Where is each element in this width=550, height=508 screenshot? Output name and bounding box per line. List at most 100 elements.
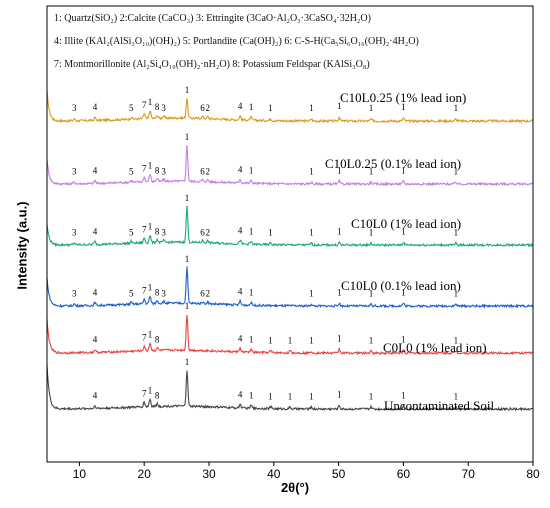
series-label: C10L0.25 (1% lead ion) xyxy=(340,90,466,105)
peak-label: 1 xyxy=(454,103,459,113)
peak-label: 1 xyxy=(309,288,314,298)
peak-label: 3 xyxy=(161,288,166,298)
peak-label: 1 xyxy=(337,165,342,175)
peak-label: 3 xyxy=(72,103,77,113)
x-tick-label: 70 xyxy=(462,467,476,481)
peak-label: 1 xyxy=(401,165,406,175)
plot-frame xyxy=(46,5,534,463)
peak-label: 1 xyxy=(148,330,153,340)
peak-label: 4 xyxy=(93,334,98,344)
peak-label: 1 xyxy=(268,391,273,401)
peak-label: 1 xyxy=(401,334,406,344)
peak-label: 6 xyxy=(200,103,205,113)
peak-label: 1 xyxy=(401,102,406,112)
series-label: C10L0 (1% lead ion) xyxy=(351,216,461,231)
peak-label: 1 xyxy=(337,287,342,297)
peak-label: 1 xyxy=(454,166,459,176)
peak-label: 1 xyxy=(337,226,342,236)
peak-label: 4 xyxy=(93,226,98,236)
peak-label: 1 xyxy=(185,132,190,142)
peak-label: 1 xyxy=(369,288,374,298)
x-tick-label: 80 xyxy=(526,467,540,481)
peak-label: 4 xyxy=(238,225,243,235)
x-tick-label: 40 xyxy=(267,467,281,481)
peak-label: 1 xyxy=(249,165,254,175)
peak-label: 1 xyxy=(268,103,273,113)
series-line xyxy=(46,364,534,412)
peak-label: 7 xyxy=(142,285,147,295)
peak-label: 8 xyxy=(155,334,160,344)
peak-label: 5 xyxy=(129,166,134,176)
peak-label: 1 xyxy=(249,226,254,236)
peak-label: 1 xyxy=(185,357,190,367)
peak-label: 1 xyxy=(309,103,314,113)
series-line xyxy=(46,205,534,248)
peak-label: 3 xyxy=(161,166,166,176)
x-tick-label: 60 xyxy=(397,467,411,481)
peak-label: 8 xyxy=(155,287,160,297)
legend-line-3: 7: Montmorillonite (Al₂Si₄O₁₀(OH)₂·nH₂O)… xyxy=(54,59,370,70)
peak-label: 1 xyxy=(288,335,293,345)
series-label: C10L0.25 (0.1% lead ion) xyxy=(325,156,461,171)
peak-label: 1 xyxy=(268,335,273,345)
peak-label: 1 xyxy=(249,102,254,112)
peak-label: 1 xyxy=(454,288,459,298)
x-axis-ticks: 10 20 30 40 50 60 70 80 xyxy=(73,462,540,481)
series-traces xyxy=(46,90,534,412)
peak-label: 1 xyxy=(185,301,190,311)
x-tick-label: 20 xyxy=(138,467,152,481)
peak-label: 7 xyxy=(142,332,147,342)
peak-label: 1 xyxy=(309,166,314,176)
peak-label: 4 xyxy=(238,101,243,111)
peak-label: 7 xyxy=(142,388,147,398)
x-tick-label: 50 xyxy=(332,467,346,481)
peak-label: 6 xyxy=(200,288,205,298)
peak-label: 1 xyxy=(268,227,273,237)
peak-label: 1 xyxy=(401,226,406,236)
peak-label: 1 xyxy=(454,391,459,401)
peak-label: 1 xyxy=(369,335,374,345)
peak-label: 4 xyxy=(93,102,98,112)
peak-label: 3 xyxy=(72,227,77,237)
peak-label: 1 xyxy=(454,227,459,237)
peak-label: 3 xyxy=(161,227,166,237)
peak-label: 1 xyxy=(369,391,374,401)
peak-label: 4 xyxy=(93,390,98,400)
peak-label: 5 xyxy=(129,103,134,113)
peak-label: 1 xyxy=(401,390,406,400)
peak-label: 1 xyxy=(309,227,314,237)
peak-label: 5 xyxy=(129,288,134,298)
peak-label: 6 xyxy=(200,227,205,237)
peak-label: 1 xyxy=(309,335,314,345)
peak-label: 4 xyxy=(238,286,243,296)
legend-line-2: 4: Illite (KAl₂(AlSi₃O₁₀)(OH)₂) 5: Portl… xyxy=(54,36,419,47)
peak-label: 1 xyxy=(369,227,374,237)
x-tick-label: 10 xyxy=(73,467,87,481)
peak-label: 4 xyxy=(238,389,243,399)
peak-label: 1 xyxy=(148,222,153,232)
series-line xyxy=(46,90,534,124)
peak-label: 1 xyxy=(148,161,153,171)
peak-label: 8 xyxy=(155,226,160,236)
peak-label: 6 xyxy=(200,166,205,176)
series-label: Uncontaminated Soil xyxy=(384,398,495,413)
series-labels: C10L0.25 (1% lead ion) C10L0.25 (0.1% lea… xyxy=(325,90,495,413)
peak-label: 8 xyxy=(155,165,160,175)
peak-label: 1 xyxy=(337,101,342,111)
peak-label: 8 xyxy=(155,102,160,112)
peak-label: 1 xyxy=(249,287,254,297)
legend-line-1: 1: Quartz(SiO₂) 2:Calcite (CaCO₃) 3: Ett… xyxy=(54,13,371,24)
peak-label: 1 xyxy=(288,391,293,401)
peak-label: 3 xyxy=(161,103,166,113)
peak-label: 3 xyxy=(72,288,77,298)
peak-label: 1 xyxy=(249,334,254,344)
peak-label: 2 xyxy=(205,103,210,113)
peak-label: 7 xyxy=(142,224,147,234)
peak-label: 1 xyxy=(185,254,190,264)
peak-label: 4 xyxy=(238,164,243,174)
peak-label: 1 xyxy=(185,193,190,203)
peak-labels: 3 4 5 7 1 8 316 2 4 1 1 1 1 1 1 13 4 5 7 1 8 316 2 4 1 1 1 1 1 13 4 5 7 1… xyxy=(72,85,458,401)
peak-label: 1 xyxy=(148,283,153,293)
